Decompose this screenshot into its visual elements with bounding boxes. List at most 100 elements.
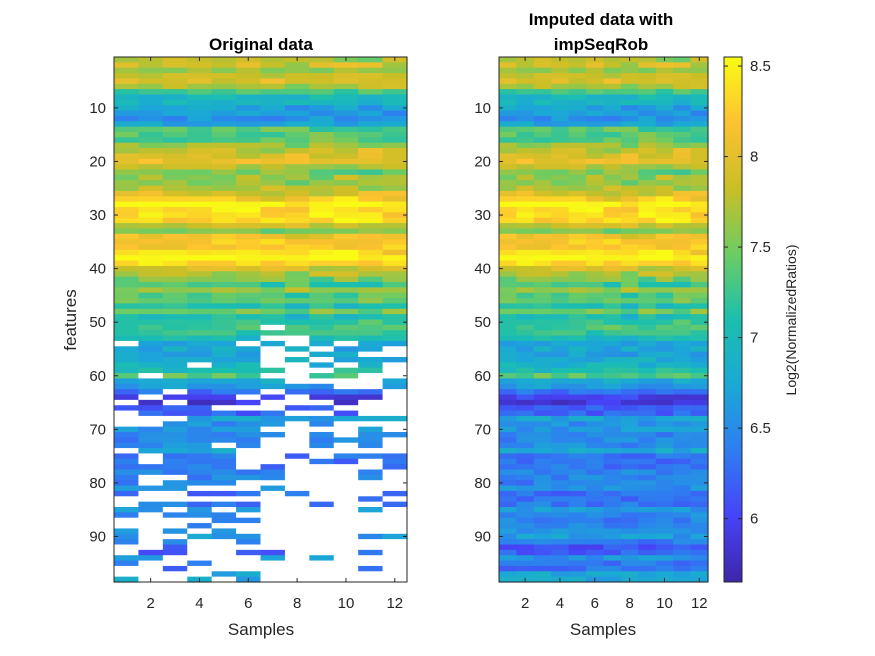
heatmap-cell: [211, 89, 237, 96]
heatmap-cell-missing: [187, 485, 213, 492]
heatmap-cell: [586, 83, 605, 90]
heatmap-cell: [533, 174, 552, 181]
heatmap-cell-missing: [333, 362, 359, 369]
heatmap-cell-missing: [284, 533, 310, 540]
heatmap-cell: [620, 217, 639, 224]
heatmap-cell-missing: [358, 383, 384, 390]
heatmap-cell: [620, 367, 639, 374]
original-data-heatmap: [114, 57, 408, 583]
heatmap-cell: [568, 340, 587, 347]
heatmap-cell-missing: [309, 544, 335, 551]
heatmap-cell: [114, 73, 140, 80]
heatmap-cell: [603, 314, 622, 321]
heatmap-cell: [138, 260, 164, 267]
heatmap-cell: [382, 432, 408, 438]
heatmap-cell-missing: [284, 351, 310, 358]
heatmap-cell: [586, 405, 605, 412]
heatmap-cell: [284, 415, 310, 422]
heatmap-cell: [516, 394, 535, 401]
heatmap-cell-missing: [114, 415, 140, 422]
heatmap-cell: [499, 340, 518, 347]
heatmap-cell: [638, 346, 657, 353]
heatmap-cell: [568, 83, 587, 90]
heatmap-cell: [655, 442, 674, 449]
heatmap-cell-missing: [284, 571, 310, 578]
heatmap-cell: [358, 265, 384, 272]
heatmap-cell: [358, 185, 384, 192]
heatmap-cell-missing: [162, 399, 188, 406]
heatmap-cell: [284, 303, 310, 310]
heatmap-cell: [138, 105, 164, 112]
heatmap-cell: [620, 528, 639, 535]
heatmap-cell: [690, 453, 709, 460]
heatmap-cell: [382, 105, 408, 112]
heatmap-cell: [655, 357, 674, 363]
heatmap-cell: [655, 523, 674, 530]
heatmap-cell: [533, 405, 552, 412]
heatmap-cell: [533, 474, 552, 481]
heatmap-cell: [690, 357, 709, 363]
heatmap-cell: [603, 394, 622, 401]
heatmap-cell: [284, 105, 310, 112]
heatmap-cell-missing: [382, 560, 408, 567]
heatmap-cell: [499, 394, 518, 401]
heatmap-cell: [236, 324, 262, 331]
heatmap-cell: [638, 303, 657, 310]
heatmap-cell-missing: [211, 544, 237, 551]
heatmap-cell: [309, 212, 335, 219]
heatmap-cell: [551, 544, 570, 551]
heatmap-cell: [187, 442, 213, 449]
heatmap-cell: [533, 115, 552, 122]
heatmap-cell-missing: [284, 378, 310, 385]
heatmap-cell: [333, 217, 359, 224]
heatmap-cell: [499, 458, 518, 465]
heatmap-cell: [499, 121, 518, 128]
heatmap-cell: [499, 357, 518, 363]
heatmap-cell: [533, 351, 552, 358]
heatmap-cell: [114, 362, 140, 369]
heatmap-cell: [236, 137, 262, 144]
heatmap-cell: [138, 78, 164, 85]
heatmap-cell-missing: [211, 523, 237, 530]
heatmap-cell: [603, 362, 622, 369]
heatmap-cell-missing: [309, 480, 335, 487]
heatmap-cell: [499, 201, 518, 208]
heatmap-cell: [568, 335, 587, 342]
heatmap-cell: [114, 57, 140, 63]
heatmap-cell: [187, 357, 213, 363]
heatmap-cell: [260, 228, 286, 235]
heatmap-cell: [382, 142, 408, 149]
heatmap-cell: [211, 426, 237, 433]
heatmap-cell: [586, 265, 605, 272]
heatmap-cell-missing: [162, 474, 188, 481]
heatmap-cell-missing: [333, 474, 359, 481]
heatmap-cell: [673, 383, 692, 390]
heatmap-cell: [638, 164, 657, 171]
heatmap-cell: [309, 89, 335, 96]
heatmap-cell: [655, 233, 674, 240]
heatmap-cell: [162, 105, 188, 112]
heatmap-cell: [187, 421, 213, 428]
heatmap-cell-missing: [333, 405, 359, 412]
heatmap-cell: [551, 196, 570, 203]
heatmap-cell: [673, 544, 692, 551]
heatmap-cell: [260, 185, 286, 192]
heatmap-cell: [568, 153, 587, 160]
heatmap-cell: [114, 126, 140, 133]
heatmap-cell: [211, 57, 237, 63]
heatmap-cell: [551, 565, 570, 572]
heatmap-cell: [499, 437, 518, 444]
heatmap-cell-missing: [333, 383, 359, 390]
heatmap-cell: [358, 244, 384, 251]
heatmap-cell: [382, 99, 408, 106]
heatmap-cell: [673, 399, 692, 406]
heatmap-cell: [138, 169, 164, 176]
heatmap-cell: [236, 132, 262, 138]
heatmap-cell: [138, 346, 164, 353]
heatmap-cell: [516, 410, 535, 417]
heatmap-cell: [236, 244, 262, 251]
heatmap-cell: [568, 239, 587, 246]
heatmap-cell: [138, 217, 164, 224]
heatmap-cell: [499, 217, 518, 224]
heatmap-cell: [533, 389, 552, 396]
